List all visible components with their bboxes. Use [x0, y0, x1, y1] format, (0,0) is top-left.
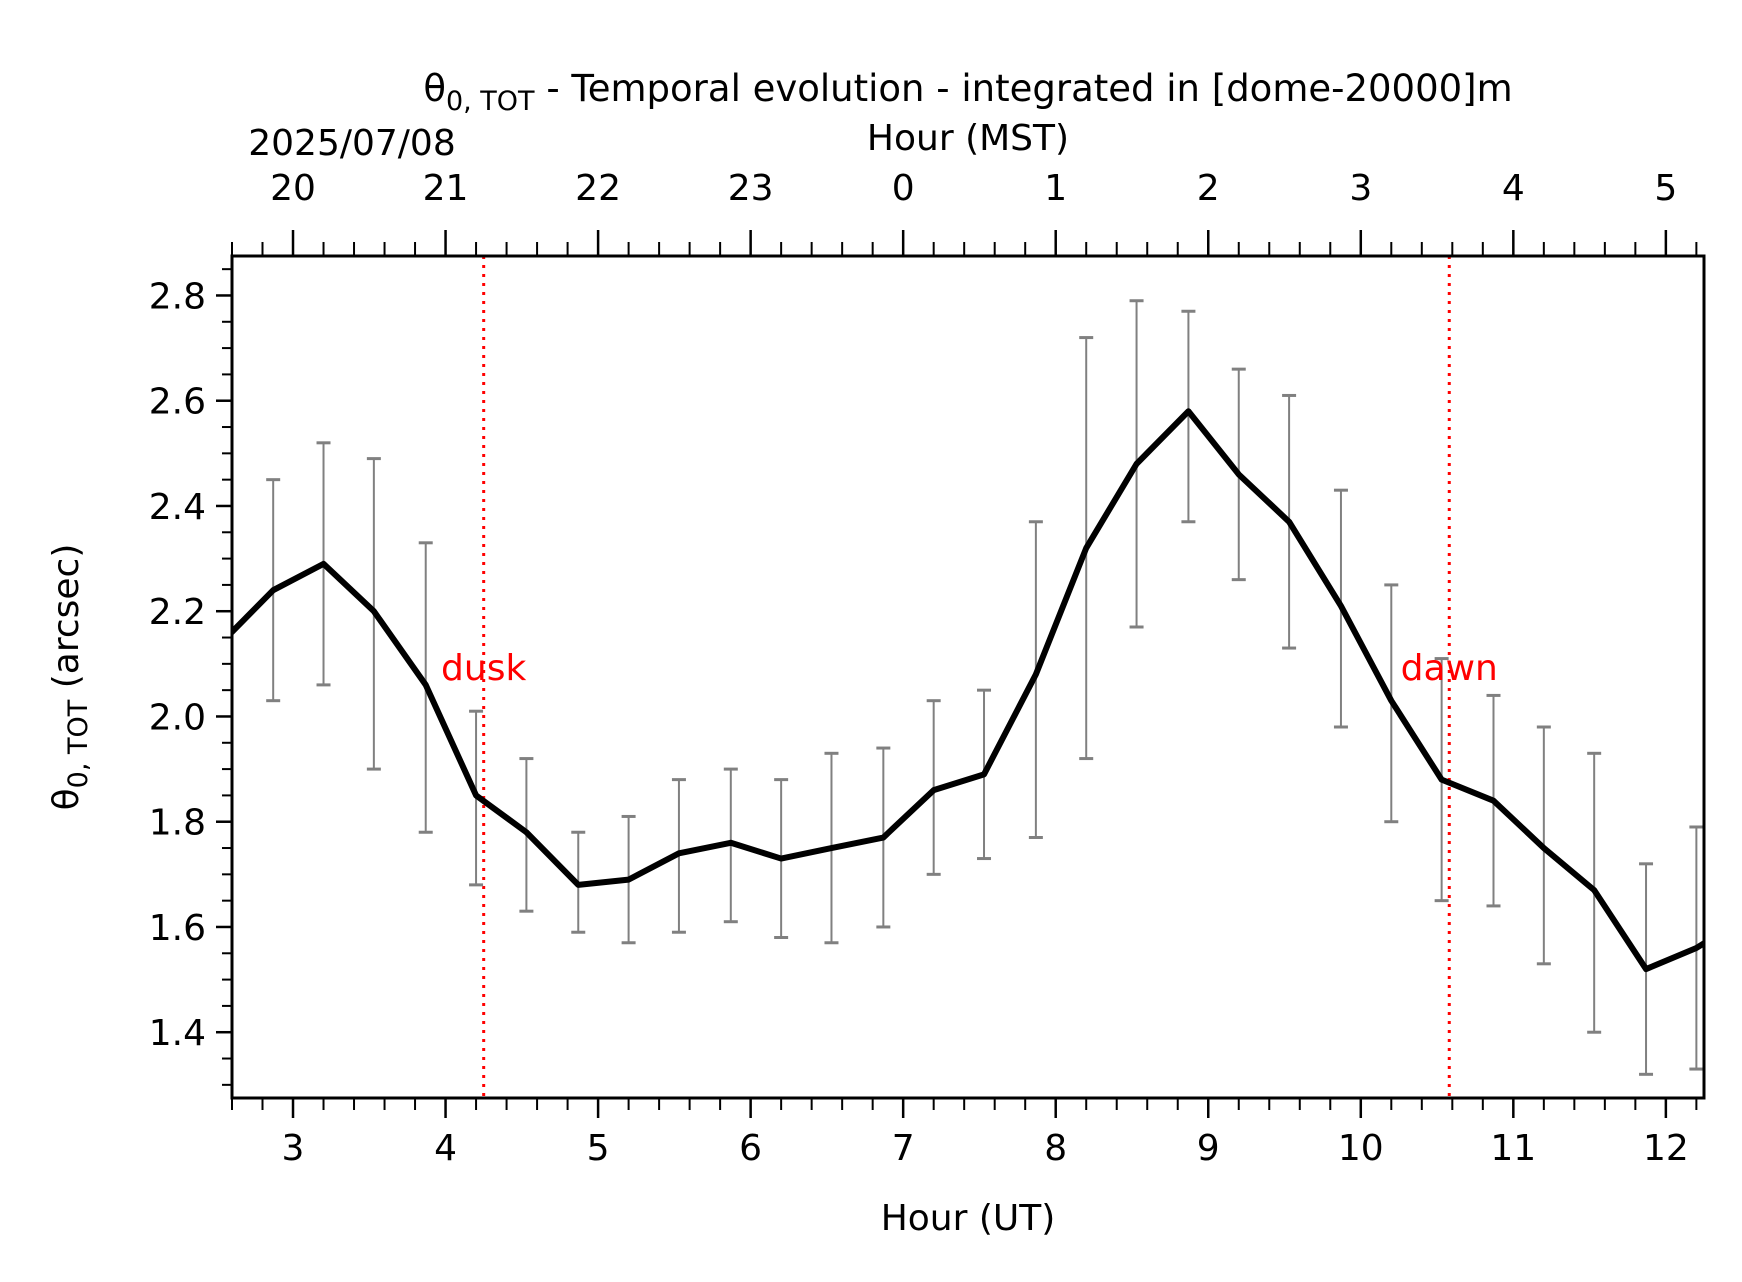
title-symbol: θ: [423, 67, 446, 110]
line-layer: [232, 408, 1704, 973]
x2-tick-label: 2: [1197, 168, 1220, 209]
x-tick-label: 9: [1197, 1128, 1220, 1169]
event-labels-layer: dusk dawn: [441, 648, 1498, 689]
y-axis-label: θ0, TOT (arcsec): [46, 544, 94, 811]
x-tick-label: 12: [1643, 1128, 1689, 1169]
x2-tick-label: 5: [1654, 168, 1677, 209]
series-line-0: [232, 408, 1704, 973]
y-tick-label: 1.8: [149, 803, 206, 844]
x2-tick-label: 21: [423, 168, 469, 209]
event-label-dawn: dawn: [1401, 648, 1498, 689]
event-label-dusk: dusk: [441, 648, 526, 689]
x-tick-label: 4: [434, 1128, 457, 1169]
x2-tick-label: 4: [1502, 168, 1525, 209]
y-tick-label: 1.6: [149, 908, 206, 949]
title-rest: - Temporal evolution - integrated in [do…: [535, 67, 1513, 110]
x2-tick-label: 22: [575, 168, 621, 209]
date-label: 2025/07/08: [248, 123, 456, 164]
y-tick-label: 2.4: [149, 487, 206, 528]
x-tick-label: 3: [282, 1128, 305, 1169]
y-tick-label: 2.0: [149, 697, 206, 738]
x2-tick-label: 0: [892, 168, 915, 209]
errorbar: [1181, 309, 1196, 524]
x-tick-label: 11: [1490, 1128, 1536, 1169]
x2-tick-label: 1: [1044, 168, 1067, 209]
x-tick-label: 6: [739, 1128, 762, 1169]
x2-tick-label: 3: [1349, 168, 1372, 209]
plot-frame: [230, 254, 1706, 1100]
y-tick-label: 1.4: [149, 1013, 206, 1054]
y-tick-label: 2.6: [149, 382, 206, 423]
chart-title: θ0, TOT - Temporal evolution - integrate…: [423, 67, 1512, 117]
x-tick-label: 7: [892, 1128, 915, 1169]
ylabel-symbol: θ: [46, 788, 87, 810]
x-tick-label: 5: [587, 1128, 610, 1169]
y-tick-label: 2.2: [149, 592, 206, 633]
x-axis-label: Hour (UT): [881, 1198, 1056, 1239]
ylabel-rest: (arcsec): [46, 544, 87, 700]
title-subscript: 0, TOT: [446, 86, 535, 117]
x-tick-label: 8: [1044, 1128, 1067, 1169]
events-layer: [482, 256, 1451, 1098]
x-tick-label: 10: [1338, 1128, 1384, 1169]
ylabel-subscript: 0, TOT: [63, 699, 94, 788]
x2-tick-label: 20: [270, 168, 316, 209]
x2-tick-label: 23: [728, 168, 774, 209]
y-tick-label: 2.8: [149, 276, 206, 317]
x2-axis-label: Hour (MST): [867, 118, 1069, 159]
